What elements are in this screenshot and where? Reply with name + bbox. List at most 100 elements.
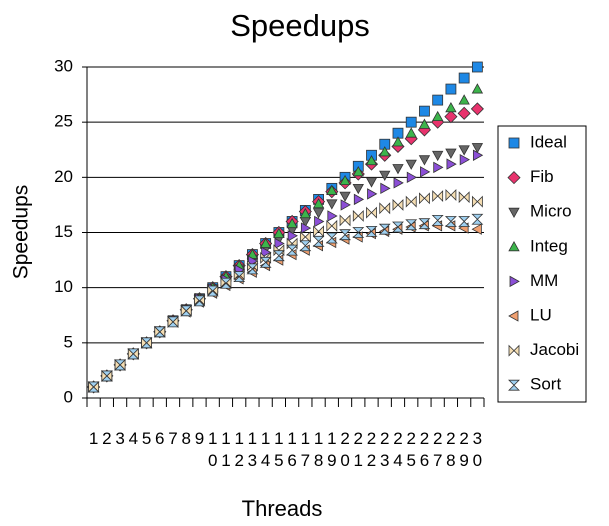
legend-marker	[508, 240, 520, 252]
data-point	[458, 145, 470, 156]
y-tick-label: 10	[54, 277, 73, 296]
data-point	[433, 161, 444, 174]
data-point	[339, 214, 351, 227]
data-point	[299, 230, 311, 243]
legend-label: Jacobi	[530, 340, 579, 359]
data-point	[406, 171, 418, 184]
data-point	[458, 191, 470, 204]
data-point	[100, 370, 113, 382]
y-tick-label: 15	[54, 222, 73, 241]
data-point	[392, 198, 404, 211]
data-point	[353, 193, 365, 206]
data-point	[246, 263, 259, 275]
data-point	[431, 214, 444, 226]
data-point	[87, 381, 100, 393]
data-point	[326, 219, 338, 232]
data-point	[365, 177, 378, 188]
data-point	[418, 155, 431, 166]
data-point	[352, 209, 364, 222]
data-point	[419, 192, 430, 205]
data-point	[446, 158, 457, 170]
legend-marker	[509, 275, 520, 288]
data-point	[127, 348, 140, 360]
data-point	[405, 116, 417, 128]
data-point	[219, 277, 232, 289]
data-point	[140, 337, 153, 349]
data-point	[299, 240, 312, 252]
data-point	[458, 94, 470, 105]
data-point	[339, 174, 351, 186]
data-point	[272, 250, 285, 262]
data-point	[312, 235, 325, 247]
data-point	[206, 285, 219, 297]
x-tick-label: 5	[142, 429, 151, 448]
x-tick-label: 8	[182, 429, 191, 448]
data-point	[418, 218, 431, 230]
data-point	[393, 177, 404, 189]
data-point	[314, 215, 325, 228]
data-point	[471, 195, 483, 208]
data-point	[471, 223, 482, 235]
data-point	[379, 170, 391, 181]
y-tick-label: 30	[54, 56, 73, 75]
data-point	[365, 154, 378, 166]
y-tick-label: 0	[64, 387, 73, 406]
data-point	[287, 230, 298, 242]
data-point	[392, 221, 404, 233]
legend-marker	[508, 207, 520, 219]
x-tick-label: 7	[168, 429, 177, 448]
data-point	[352, 183, 364, 195]
legend-label: Sort	[530, 375, 561, 394]
data-point	[405, 127, 417, 138]
data-point	[459, 154, 470, 166]
legend-marker	[507, 171, 521, 185]
data-point	[471, 213, 484, 225]
legend-label: Fib	[530, 167, 554, 186]
data-point	[259, 256, 272, 268]
data-point	[365, 225, 378, 237]
data-point	[445, 189, 457, 201]
data-point	[340, 199, 351, 211]
data-point	[366, 206, 377, 219]
data-point	[432, 190, 444, 203]
legend-label: Integ	[530, 236, 568, 255]
data-point	[367, 188, 378, 200]
legend-label: LU	[530, 305, 552, 324]
data-point	[193, 295, 206, 307]
data-point	[444, 216, 457, 227]
data-point	[326, 199, 338, 210]
data-point	[471, 61, 483, 73]
data-point	[325, 232, 338, 244]
data-point	[327, 210, 338, 222]
data-point	[405, 159, 417, 170]
data-point	[274, 237, 285, 250]
data-point	[471, 143, 484, 154]
data-point	[339, 191, 351, 202]
data-point	[432, 94, 444, 106]
data-point	[339, 229, 352, 241]
chart-title: Speedups	[230, 8, 370, 43]
data-point	[312, 197, 325, 209]
x-tick-label: 1	[89, 429, 98, 448]
legend-label: MM	[530, 271, 558, 290]
y-tick-label: 25	[54, 112, 73, 131]
data-point	[312, 208, 325, 219]
legend-label: Ideal	[530, 132, 567, 151]
data-point	[418, 118, 431, 129]
data-point	[299, 207, 312, 219]
data-point	[457, 106, 471, 120]
x-tick-label: 3	[115, 429, 124, 448]
data-point	[378, 223, 391, 235]
